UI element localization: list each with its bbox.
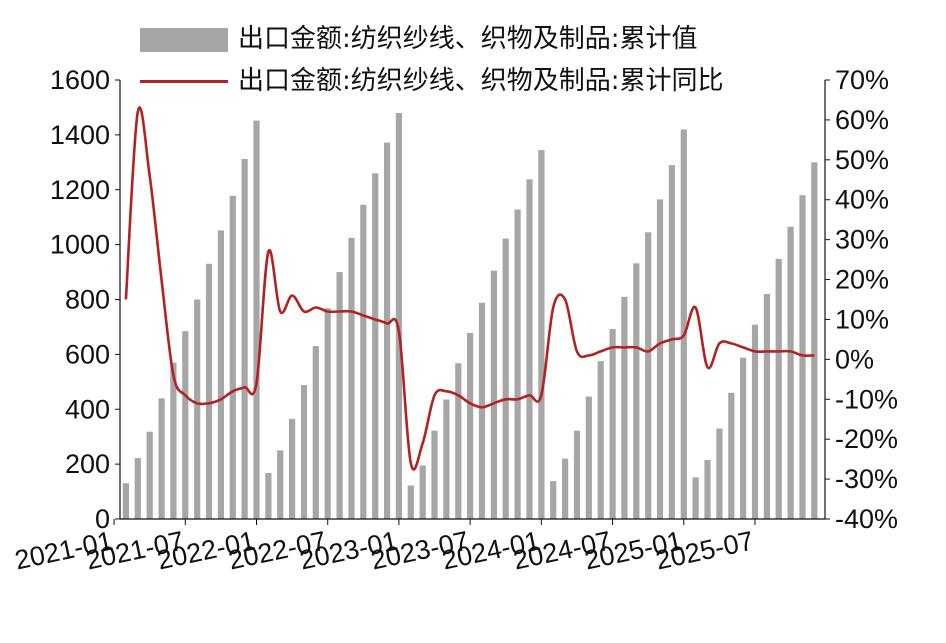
right-tick-label: 60% (835, 105, 889, 135)
bar (122, 483, 129, 519)
right-tick-label: -20% (835, 424, 898, 454)
bar (633, 263, 640, 519)
bar (360, 204, 367, 520)
bar (467, 333, 474, 519)
yoy-line-series (124, 106, 815, 471)
legend-line-label: 出口金额:纺织纱线、织物及制品:累计同比 (238, 66, 724, 96)
bar (277, 450, 284, 519)
bar (443, 399, 450, 519)
bar (787, 226, 794, 520)
bar (336, 272, 343, 519)
bar (170, 362, 177, 519)
bar (728, 392, 735, 519)
left-tick-label: 0 (95, 504, 110, 534)
bar (680, 129, 687, 519)
left-tick-label: 200 (65, 449, 110, 479)
legend-line-swatch (140, 80, 228, 83)
bar (775, 258, 782, 519)
bar (514, 209, 521, 519)
left-tick-label: 1600 (50, 65, 110, 95)
bar (419, 465, 426, 519)
bar (692, 477, 699, 519)
right-tick-label: 50% (835, 145, 889, 175)
bar (526, 179, 533, 520)
right-tick-label: 30% (835, 225, 889, 255)
bar (668, 165, 675, 519)
bar (217, 230, 224, 519)
bar (300, 385, 308, 519)
legend-item-bar: 出口金额:纺织纱线、织物及制品:累计值 (140, 18, 698, 55)
bar (585, 396, 592, 519)
bar (348, 237, 355, 520)
bar (621, 296, 628, 519)
left-tick-label: 800 (65, 285, 110, 315)
bar (229, 195, 236, 520)
bar (431, 430, 438, 519)
bar (324, 308, 331, 519)
bar (740, 357, 747, 519)
legend-bar-swatch (140, 27, 228, 52)
bar (502, 238, 509, 519)
bar (490, 270, 497, 519)
bar (253, 120, 260, 519)
bar (134, 458, 141, 519)
bar (538, 150, 545, 519)
bar (562, 458, 569, 519)
left-tick-label: 1400 (50, 120, 110, 150)
legend-bar-label: 出口金额:纺织纱线、织物及制品:累计值 (238, 24, 698, 54)
bar (656, 199, 664, 519)
bar (478, 302, 486, 519)
bar (146, 431, 153, 519)
bar (573, 430, 581, 519)
bar (372, 173, 379, 520)
right-tick-label: 70% (835, 65, 889, 95)
bar (763, 294, 770, 519)
bar (455, 363, 462, 519)
bar (384, 142, 391, 519)
bar (609, 329, 616, 519)
left-tick-label: 600 (65, 339, 110, 369)
bar (751, 324, 759, 519)
left-tick-label: 1000 (50, 230, 110, 260)
right-tick-label: 40% (835, 185, 889, 215)
bar (312, 346, 319, 519)
right-tick-label: 0% (835, 344, 874, 374)
bar (597, 361, 604, 519)
left-tick-label: 1200 (50, 175, 110, 205)
right-tick-label: -30% (835, 464, 898, 494)
bar (799, 195, 806, 519)
bar (395, 112, 402, 520)
bar (158, 398, 165, 519)
right-tick-label: 20% (835, 265, 889, 295)
bar (289, 418, 296, 519)
bar (407, 485, 414, 519)
bar (265, 472, 272, 519)
bar (182, 331, 189, 519)
bar (716, 428, 723, 519)
bar (241, 159, 248, 519)
right-tick-label: -40% (835, 504, 898, 534)
bar (811, 162, 818, 520)
left-tick-label: 400 (65, 394, 110, 424)
bar (550, 481, 557, 519)
legend-item-line: 出口金额:纺织纱线、织物及制品:累计同比 (140, 60, 724, 97)
right-tick-label: -10% (835, 384, 898, 414)
right-tick-label: 10% (835, 304, 889, 334)
bar (205, 263, 213, 519)
bar (704, 460, 711, 519)
bar (194, 299, 201, 519)
bar (645, 232, 652, 520)
